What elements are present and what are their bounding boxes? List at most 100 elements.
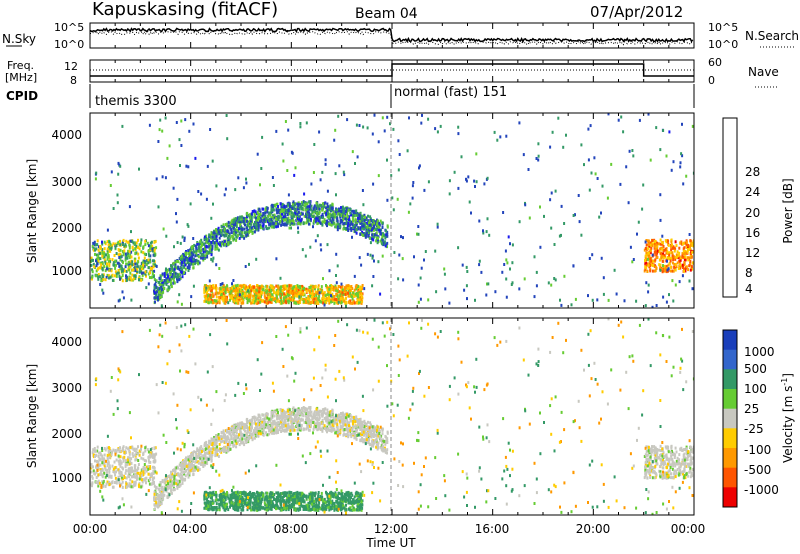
velocity-cell — [119, 459, 122, 463]
power-cell — [291, 291, 294, 295]
power-cell — [115, 252, 118, 255]
velocity-cell — [248, 428, 251, 432]
power-cell — [331, 220, 333, 224]
power-cell — [178, 138, 181, 142]
power-cell — [296, 291, 299, 295]
power-cell — [147, 282, 150, 286]
velocity-cell — [134, 466, 136, 470]
power-cell — [288, 226, 291, 230]
power-cell — [215, 230, 218, 234]
power-cell — [355, 231, 358, 235]
power-cell — [359, 287, 361, 291]
velocity-cell — [195, 456, 198, 460]
power-cell — [328, 207, 331, 211]
power-cell — [589, 124, 592, 128]
power-cell — [672, 245, 675, 249]
power-cell — [666, 251, 669, 255]
power-cell — [310, 213, 312, 217]
power-cell — [131, 260, 134, 264]
power-cell — [225, 232, 228, 236]
power-cell — [359, 219, 362, 223]
velocity-cell — [137, 466, 140, 470]
power-cell — [122, 260, 124, 264]
power-ytick-2000: 2000 — [51, 221, 82, 235]
power-cell — [278, 292, 281, 296]
velocity-cell — [130, 446, 133, 450]
power-cell — [668, 293, 670, 297]
power-cell — [466, 270, 469, 273]
power-cell — [345, 221, 348, 225]
power-cell — [591, 298, 594, 302]
velocity-cell — [114, 473, 117, 477]
power-cell — [287, 287, 290, 291]
velocity-cell — [140, 447, 142, 451]
power-cell — [102, 291, 105, 295]
power-cell — [177, 266, 180, 270]
power-cell — [99, 251, 101, 255]
power-cell — [558, 234, 561, 238]
power-cell — [193, 243, 196, 247]
power-cell — [328, 301, 331, 305]
power-cell — [256, 218, 259, 222]
power-cell — [518, 121, 521, 125]
power-cell — [349, 301, 352, 304]
power-cell — [332, 210, 335, 214]
power-cell — [362, 203, 365, 207]
velocity-cell — [122, 449, 124, 453]
power-cell — [251, 231, 254, 235]
velocity-cell — [266, 424, 269, 428]
power-cell — [374, 222, 377, 226]
power-cell — [679, 258, 682, 262]
power-cell — [315, 217, 318, 221]
power-cell — [362, 224, 365, 228]
power-cell — [215, 184, 218, 188]
power-cell — [377, 228, 380, 232]
power-cell — [337, 297, 340, 301]
power-cell — [138, 247, 141, 251]
velocity-cell — [320, 409, 323, 413]
power-cell — [214, 244, 217, 248]
power-cell — [658, 258, 661, 262]
power-cell — [210, 250, 213, 254]
power-cell — [310, 182, 313, 186]
power-cell — [511, 261, 514, 265]
power-cell — [134, 247, 137, 251]
power-cell — [663, 253, 666, 257]
power-cell — [260, 293, 263, 296]
power-cell — [143, 256, 146, 260]
power-cell — [655, 252, 658, 256]
power-cell — [286, 169, 289, 172]
power-cell — [606, 196, 609, 200]
velocity-cell — [106, 446, 109, 450]
power-cell — [263, 291, 266, 295]
power-cell — [130, 298, 133, 302]
power-cell — [255, 218, 258, 222]
power-cell — [386, 230, 389, 234]
power-cell — [668, 262, 671, 266]
power-cell — [323, 218, 326, 222]
power-cell — [110, 246, 113, 250]
power-cell — [334, 215, 336, 219]
velocity-cell — [103, 447, 106, 450]
power-cell — [382, 241, 385, 245]
power-cell — [236, 289, 239, 292]
power-cell — [651, 239, 654, 242]
power-cell — [364, 225, 367, 229]
velocity-cell — [101, 454, 104, 458]
power-cell — [295, 287, 298, 291]
power-cell — [248, 222, 251, 226]
velocity-cell — [149, 460, 152, 464]
power-cell — [657, 242, 660, 246]
power-cell — [320, 204, 323, 207]
power-cell — [270, 301, 273, 304]
power-cell — [127, 260, 130, 264]
power-cell — [314, 239, 317, 243]
power-cell — [294, 203, 297, 207]
power-cell — [135, 251, 138, 255]
power-cell — [148, 123, 151, 127]
power-cell — [331, 203, 334, 207]
power-cell — [302, 208, 305, 212]
power-cell — [371, 254, 374, 258]
power-cell — [416, 232, 418, 236]
velocity-cell — [120, 471, 123, 475]
